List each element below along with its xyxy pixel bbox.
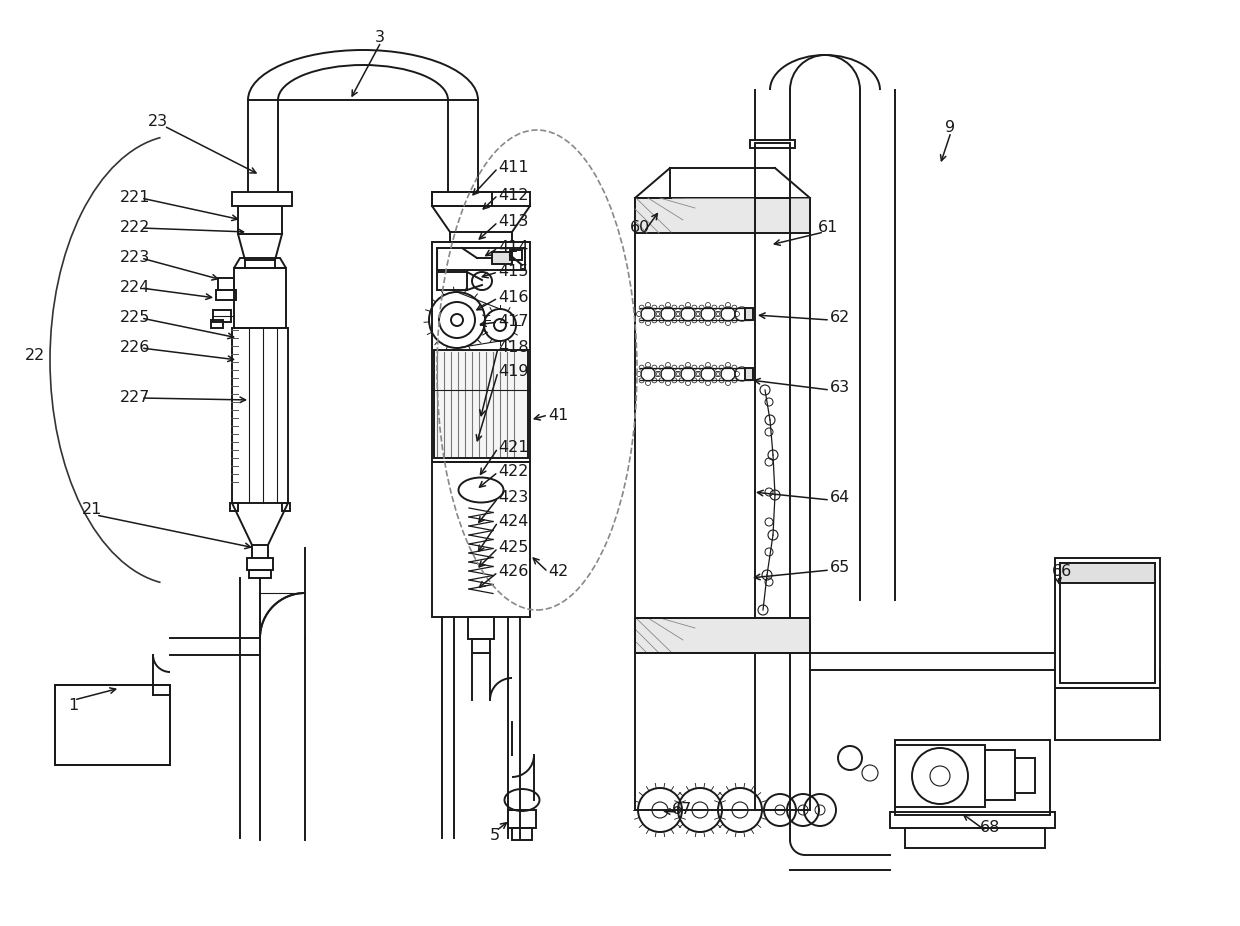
Text: 411: 411: [498, 160, 528, 176]
Text: 224: 224: [120, 281, 150, 295]
Bar: [216, 290, 236, 300]
Bar: [55, 685, 170, 765]
Text: 421: 421: [498, 441, 528, 456]
Bar: [1016, 758, 1035, 793]
Bar: [1055, 688, 1159, 740]
Text: 422: 422: [498, 465, 528, 480]
Text: 63: 63: [830, 381, 851, 395]
Text: 62: 62: [830, 310, 851, 326]
Text: 61: 61: [818, 220, 838, 235]
Bar: [985, 750, 1016, 800]
Bar: [450, 232, 512, 242]
Text: 3: 3: [374, 31, 384, 45]
Bar: [472, 639, 490, 653]
Text: 222: 222: [120, 220, 150, 235]
Text: 412: 412: [498, 187, 528, 203]
Bar: [218, 278, 234, 290]
Text: 22: 22: [25, 347, 45, 362]
Text: 223: 223: [120, 251, 150, 266]
Bar: [432, 242, 529, 462]
Bar: [234, 268, 286, 328]
Bar: [890, 812, 1055, 828]
Text: 68: 68: [980, 820, 1001, 835]
Bar: [249, 570, 272, 578]
Bar: [436, 248, 525, 270]
Bar: [55, 685, 170, 765]
Text: 221: 221: [120, 191, 150, 206]
Text: 66: 66: [1052, 565, 1073, 580]
Text: 417: 417: [498, 315, 528, 330]
Bar: [512, 828, 532, 840]
Text: 41: 41: [548, 407, 568, 422]
Bar: [432, 192, 529, 206]
Bar: [635, 618, 810, 653]
Bar: [213, 310, 231, 322]
Text: 64: 64: [830, 491, 851, 506]
Text: 9: 9: [945, 120, 955, 135]
Text: 225: 225: [120, 310, 150, 326]
Text: 416: 416: [498, 291, 528, 306]
Bar: [1060, 563, 1154, 583]
Text: 424: 424: [498, 515, 528, 530]
Bar: [432, 462, 529, 617]
Bar: [905, 828, 1045, 848]
Text: 425: 425: [498, 541, 528, 556]
Text: 414: 414: [498, 241, 528, 256]
Bar: [635, 618, 810, 653]
Bar: [229, 503, 238, 511]
Bar: [232, 328, 288, 503]
Bar: [281, 503, 290, 511]
Text: 423: 423: [498, 491, 528, 506]
Bar: [895, 745, 985, 807]
Bar: [232, 192, 291, 206]
Text: 226: 226: [120, 341, 150, 356]
Bar: [238, 206, 281, 234]
Text: 42: 42: [548, 565, 568, 580]
Bar: [211, 320, 223, 328]
Bar: [492, 252, 512, 264]
Bar: [755, 198, 790, 810]
Bar: [745, 368, 753, 380]
Text: 23: 23: [148, 115, 169, 130]
Text: 418: 418: [498, 341, 528, 356]
Bar: [1060, 563, 1154, 683]
Bar: [750, 140, 795, 148]
Bar: [467, 617, 494, 639]
Bar: [745, 308, 753, 320]
Text: 67: 67: [672, 803, 692, 818]
Text: 413: 413: [498, 215, 528, 230]
Bar: [246, 260, 275, 268]
Text: 1: 1: [68, 697, 78, 712]
Bar: [1055, 558, 1159, 688]
Bar: [635, 198, 810, 810]
Text: 65: 65: [830, 560, 851, 575]
Text: 227: 227: [120, 391, 150, 406]
Bar: [436, 272, 467, 290]
Bar: [434, 350, 528, 458]
Text: 5: 5: [490, 828, 500, 843]
Bar: [755, 143, 790, 198]
Text: 21: 21: [82, 503, 103, 518]
Bar: [508, 810, 536, 828]
Bar: [432, 192, 492, 206]
Text: 415: 415: [498, 265, 528, 280]
Bar: [635, 198, 810, 233]
Text: 419: 419: [498, 365, 528, 380]
Bar: [895, 740, 1050, 815]
Bar: [510, 250, 522, 260]
Text: 60: 60: [630, 220, 650, 235]
Bar: [247, 558, 273, 570]
Text: 426: 426: [498, 565, 528, 580]
